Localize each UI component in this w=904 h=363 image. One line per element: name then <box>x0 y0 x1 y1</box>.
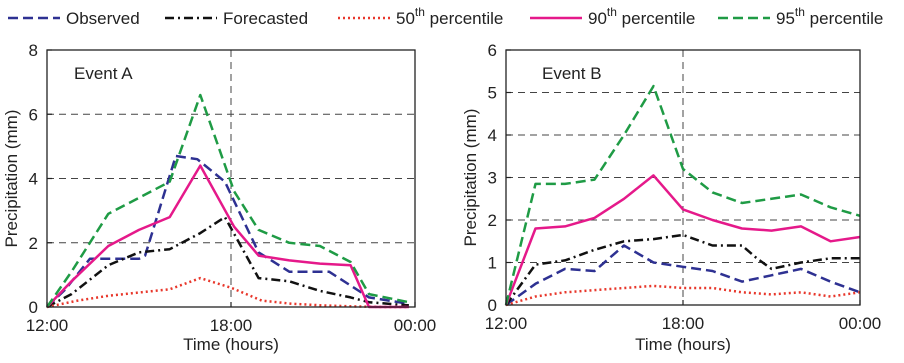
legend-item: 95th percentile <box>718 5 883 28</box>
y-tick-label: 4 <box>488 126 497 145</box>
y-tick-label: 2 <box>29 234 38 253</box>
series-line <box>45 93 410 308</box>
legend: Observed Forecasted 50th percentile 90th pe… <box>8 5 883 28</box>
y-tick-label: 2 <box>488 211 497 230</box>
x-tick-label: 12:00 <box>485 314 528 333</box>
legend-label: 90th percentile <box>588 5 695 28</box>
series-line <box>504 84 861 306</box>
x-tick-label: 18:00 <box>662 314 705 333</box>
x-tick-label: 12:00 <box>26 316 69 335</box>
x-axis-label: Time (hours) <box>635 335 731 354</box>
x-axis-label: Time (hours) <box>183 335 279 354</box>
series-line <box>46 215 409 309</box>
chart-title: Event B <box>542 64 602 83</box>
y-tick-label: 6 <box>488 41 497 60</box>
chart-title: Event A <box>74 64 133 83</box>
series-line <box>505 284 861 307</box>
y-tick-label: 5 <box>488 84 497 103</box>
series-line <box>504 233 860 306</box>
chart-event-a: 0 2 4 6 8 12:00 18:00 00:00 Event A Time (hours) P… <box>2 41 436 354</box>
legend-label: 95th percentile <box>776 5 883 28</box>
series-line <box>505 244 861 307</box>
chart-event-b: 0 1 2 3 4 5 6 12:00 18:00 00:00 Event B Time (hours… <box>461 41 881 354</box>
y-tick-label: 4 <box>29 170 38 189</box>
y-tick-label: 0 <box>29 298 38 317</box>
x-tick-label: 00:00 <box>394 316 437 335</box>
y-tick-label: 3 <box>488 169 497 188</box>
legend-item: Forecasted <box>165 9 308 28</box>
legend-label: 50th percentile <box>396 5 503 28</box>
y-tick-label: 6 <box>29 105 38 124</box>
y-axis-label: Precipitation (mm) <box>461 109 480 247</box>
legend-item: 50th percentile <box>338 5 503 28</box>
legend-item: Observed <box>8 9 140 28</box>
x-tick-label: 18:00 <box>210 316 253 335</box>
x-tick-label: 00:00 <box>839 314 882 333</box>
y-tick-label: 1 <box>488 254 497 273</box>
y-axis-label: Precipitation (mm) <box>2 110 21 248</box>
series-line <box>46 164 409 309</box>
series-line <box>46 154 410 308</box>
legend-item: 90th percentile <box>530 5 695 28</box>
legend-label: Forecasted <box>223 9 308 28</box>
series-line <box>504 174 861 306</box>
y-tick-label: 8 <box>29 41 38 60</box>
y-tick-label: 0 <box>488 296 497 315</box>
legend-label: Observed <box>66 9 140 28</box>
series-line <box>46 276 409 309</box>
